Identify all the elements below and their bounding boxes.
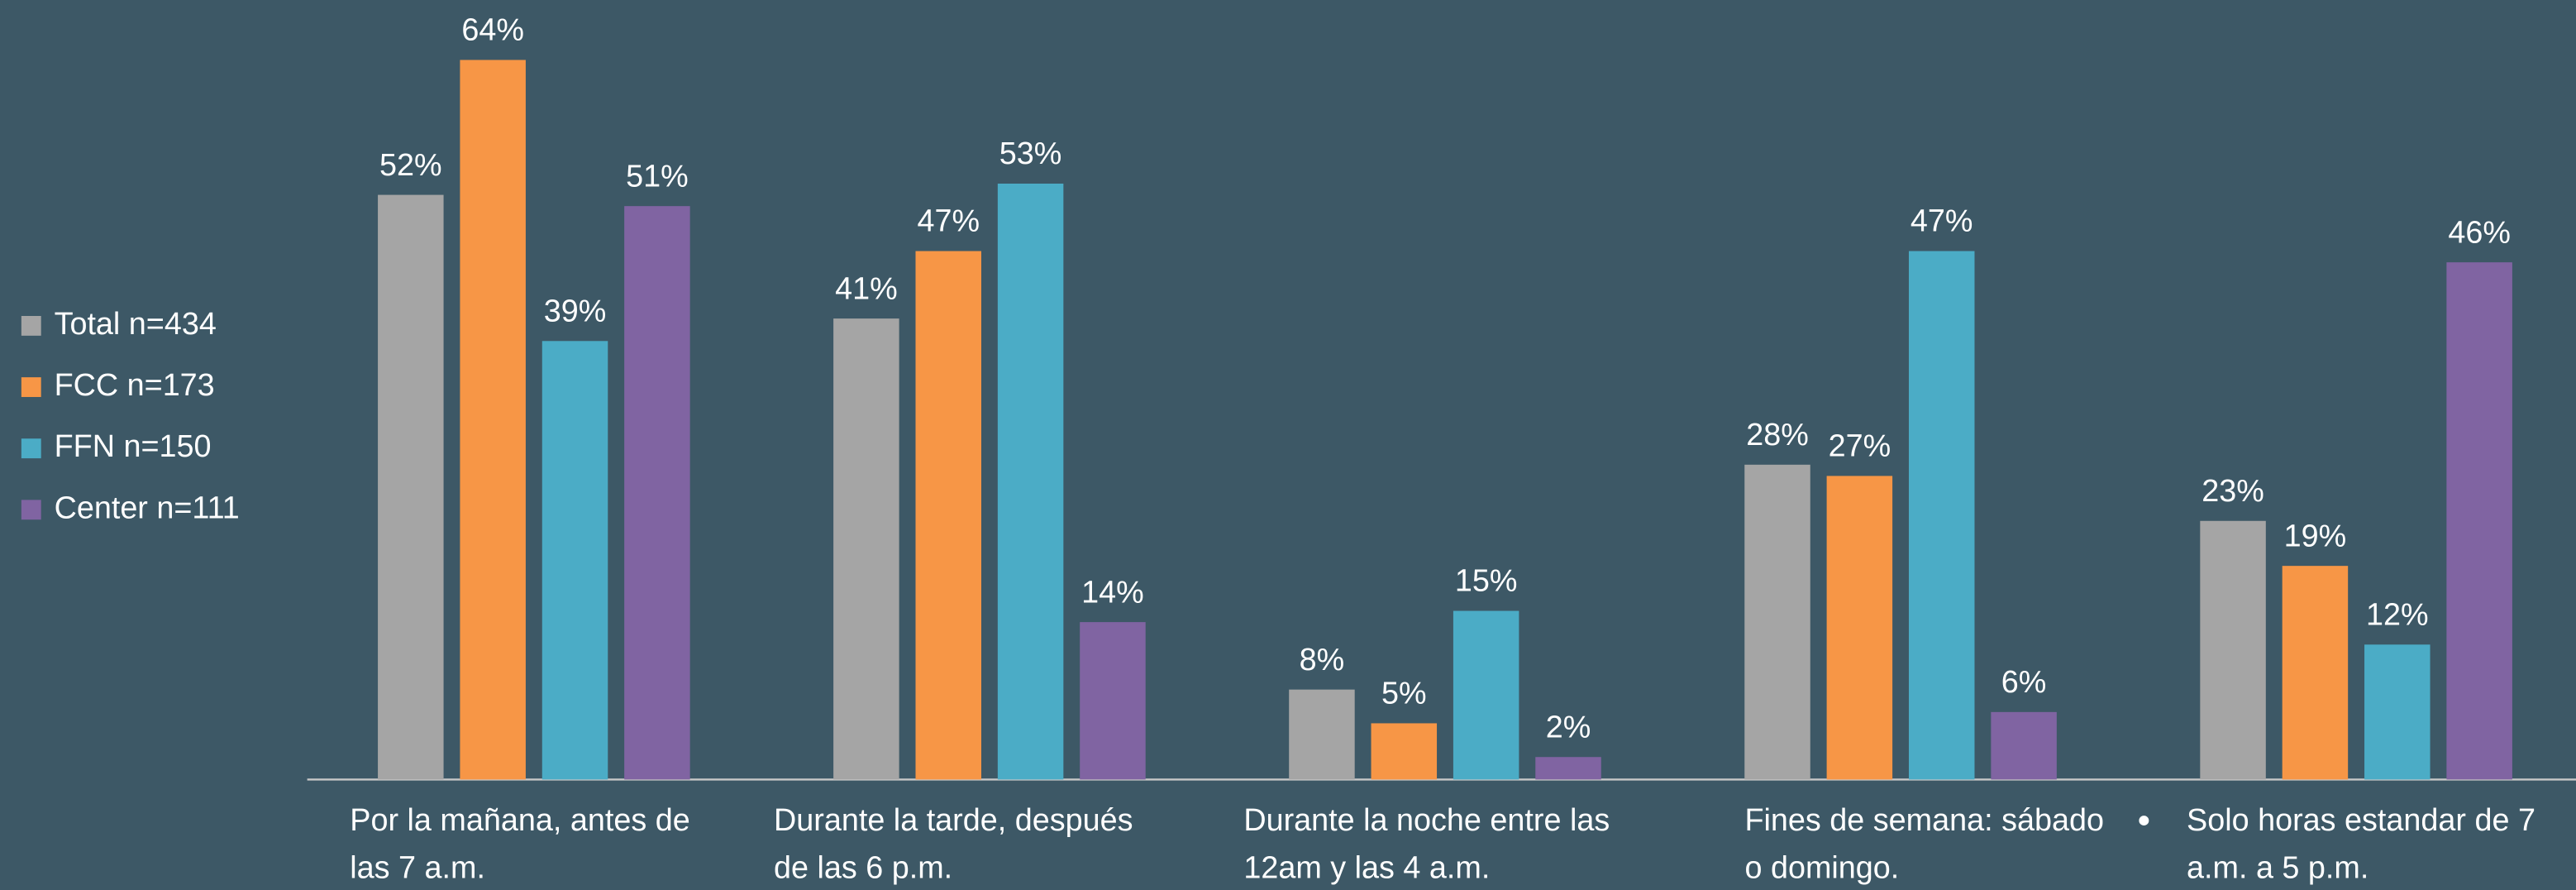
value-label: 52% <box>379 147 442 182</box>
value-label: 47% <box>917 203 980 238</box>
x-tick-label: Por la mañana, antes de las 7 a.m. <box>350 804 690 887</box>
x-tick-label-box: Por la mañana, antes de las 7 a.m. <box>350 804 690 887</box>
bar <box>2200 520 2266 780</box>
bar <box>1908 251 1975 780</box>
bar <box>1289 689 1355 780</box>
value-label: 51% <box>626 158 689 193</box>
value-label: 6% <box>2001 664 2047 699</box>
value-label: 46% <box>2448 214 2511 249</box>
bar <box>1453 610 1519 780</box>
value-label: 12% <box>2366 596 2429 631</box>
bar <box>541 341 608 780</box>
x-tick-label-box: Durante la tarde, después de las 6 p.m. <box>773 804 1133 887</box>
bar <box>1744 464 1810 780</box>
x-tick-label: Solo horas estandar de 7 a.m. a 5 p.m. <box>2187 804 2535 887</box>
legend-label: FFN n=150 <box>55 428 212 463</box>
x-tick-label-box: Durante la noche entre las 12am y las 4 … <box>1243 804 1610 887</box>
value-label: 15% <box>1455 563 1518 598</box>
value-label: 14% <box>1081 574 1144 609</box>
bar <box>1080 622 1146 780</box>
x-tick-label: Durante la noche entre las 12am y las 4 … <box>1243 804 1610 887</box>
bar <box>1535 757 1601 780</box>
bar <box>1991 711 2057 780</box>
bullet <box>2139 816 2149 826</box>
bar <box>915 251 981 780</box>
value-label: 27% <box>1829 428 1891 463</box>
value-label: 8% <box>1300 642 1345 677</box>
legend-swatch <box>21 500 41 520</box>
value-label: 47% <box>1911 203 1973 238</box>
legend-label: Total n=434 <box>55 306 217 341</box>
value-label: 5% <box>1381 676 1427 711</box>
value-label: 19% <box>2284 518 2347 553</box>
x-tick-label-box: Fines de semana: sábado o domingo. <box>1744 804 2104 887</box>
value-label: 64% <box>461 12 524 47</box>
legend-swatch <box>21 438 41 459</box>
value-label: 41% <box>835 270 898 305</box>
bar <box>1371 723 1438 780</box>
x-tick-label-box: Solo horas estandar de 7 a.m. a 5 p.m. <box>2187 804 2535 887</box>
value-label: 23% <box>2202 473 2264 508</box>
value-label: 28% <box>1746 417 1809 452</box>
bar <box>833 318 899 780</box>
bar <box>1826 476 1893 780</box>
value-label: 53% <box>999 136 1062 170</box>
bar <box>997 183 1064 780</box>
x-tick-label: Fines de semana: sábado o domingo. <box>1744 804 2104 887</box>
legend-label: FCC n=173 <box>55 367 215 402</box>
legend-label: Center n=111 <box>55 490 240 524</box>
bar <box>2282 566 2349 780</box>
bar <box>624 206 690 780</box>
bar <box>460 60 526 780</box>
bar <box>378 194 444 780</box>
bar <box>2446 262 2512 780</box>
x-tick-label: Durante la tarde, después de las 6 p.m. <box>773 804 1133 887</box>
value-label: 39% <box>544 293 607 328</box>
legend-swatch <box>21 377 41 397</box>
legend-swatch <box>21 316 41 336</box>
bar <box>2364 644 2431 780</box>
value-label: 2% <box>1546 709 1591 744</box>
